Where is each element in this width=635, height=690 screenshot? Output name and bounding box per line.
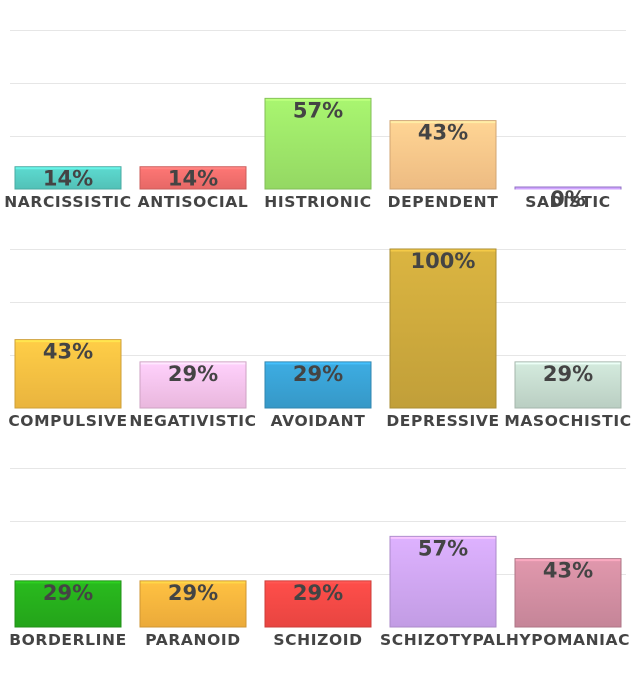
value-label-paranoid: 29% xyxy=(168,581,218,605)
value-label-schizotypal: 57% xyxy=(418,536,468,560)
bar-schizoid xyxy=(264,580,372,628)
value-label-compulsive: 43% xyxy=(43,340,93,364)
bar-highlight xyxy=(515,362,621,365)
value-label-depressive: 100% xyxy=(411,249,476,273)
bar-highlight xyxy=(265,581,371,584)
bar-narcissistic xyxy=(14,166,122,190)
bar-compulsive xyxy=(14,339,122,409)
bar-highlight xyxy=(140,167,246,170)
bar-highlight xyxy=(265,362,371,365)
chart-panel-2: 43% COMPULSIVE 29% NEGATIVISTIC 29% AVOIDANT 1… xyxy=(8,248,631,430)
value-label-hypomaniac: 43% xyxy=(543,559,593,583)
chart-panel-3: 29% BORDERLINE 29% PARANOID 29% SCHIZOID 57% SC… xyxy=(9,468,630,649)
bar-antisocial xyxy=(139,166,247,190)
bar-highlight xyxy=(265,98,371,101)
bar-paranoid xyxy=(139,580,247,628)
category-label-antisocial: ANTISOCIAL xyxy=(138,193,249,211)
value-label-schizoid: 29% xyxy=(293,581,343,605)
bar-dependent xyxy=(389,120,497,190)
value-label-antisocial: 14% xyxy=(168,167,218,191)
category-label-negativistic: NEGATIVISTIC xyxy=(129,412,256,430)
bar-avoidant xyxy=(264,361,372,409)
value-label-masochistic: 29% xyxy=(543,362,593,386)
bar-highlight xyxy=(390,121,496,124)
category-label-hypomaniac: HYPOMANIAC xyxy=(506,631,630,649)
value-label-avoidant: 29% xyxy=(293,362,343,386)
bar-depressive xyxy=(389,248,497,409)
bar-highlight xyxy=(140,362,246,365)
bar-highlight xyxy=(140,581,246,584)
category-label-narcissistic: NARCISSISTIC xyxy=(4,193,132,211)
bar-masochistic xyxy=(514,361,622,409)
category-label-dependent: DEPENDENT xyxy=(388,193,499,211)
category-label-depressive: DEPRESSIVE xyxy=(386,412,499,430)
chart-panel-1: 14% NARCISSISTIC 14% ANTISOCIAL 57% HISTRIONI… xyxy=(4,30,626,211)
bar-highlight xyxy=(515,187,621,190)
bar-highlight xyxy=(15,581,121,584)
category-label-schizotypal: SCHIZOTYPAL xyxy=(380,631,506,649)
bar-histrionic xyxy=(264,97,372,190)
bar-highlight xyxy=(15,340,121,343)
bar-negativistic xyxy=(139,361,247,409)
value-label-dependent: 43% xyxy=(418,121,468,145)
bar-highlight xyxy=(390,249,496,252)
bar-highlight xyxy=(390,536,496,539)
value-label-sadistic: 0% xyxy=(550,187,586,211)
value-label-histrionic: 57% xyxy=(293,98,343,122)
category-label-masochistic: MASOCHISTIC xyxy=(504,412,631,430)
category-label-compulsive: COMPULSIVE xyxy=(8,412,127,430)
category-label-avoidant: AVOIDANT xyxy=(271,412,366,430)
bar-hypomaniac xyxy=(514,558,622,628)
category-label-histrionic: HISTRIONIC xyxy=(264,193,371,211)
category-label-borderline: BORDERLINE xyxy=(9,631,127,649)
value-label-narcissistic: 14% xyxy=(43,167,93,191)
bar-highlight xyxy=(515,559,621,562)
bar-highlight xyxy=(15,167,121,170)
category-label-paranoid: PARANOID xyxy=(145,631,240,649)
value-label-borderline: 29% xyxy=(43,581,93,605)
value-label-negativistic: 29% xyxy=(168,362,218,386)
bar-borderline xyxy=(14,580,122,628)
bar-schizotypal xyxy=(389,535,497,628)
category-label-schizoid: SCHIZOID xyxy=(273,631,362,649)
category-label-sadistic: SADISTIC xyxy=(525,193,610,211)
